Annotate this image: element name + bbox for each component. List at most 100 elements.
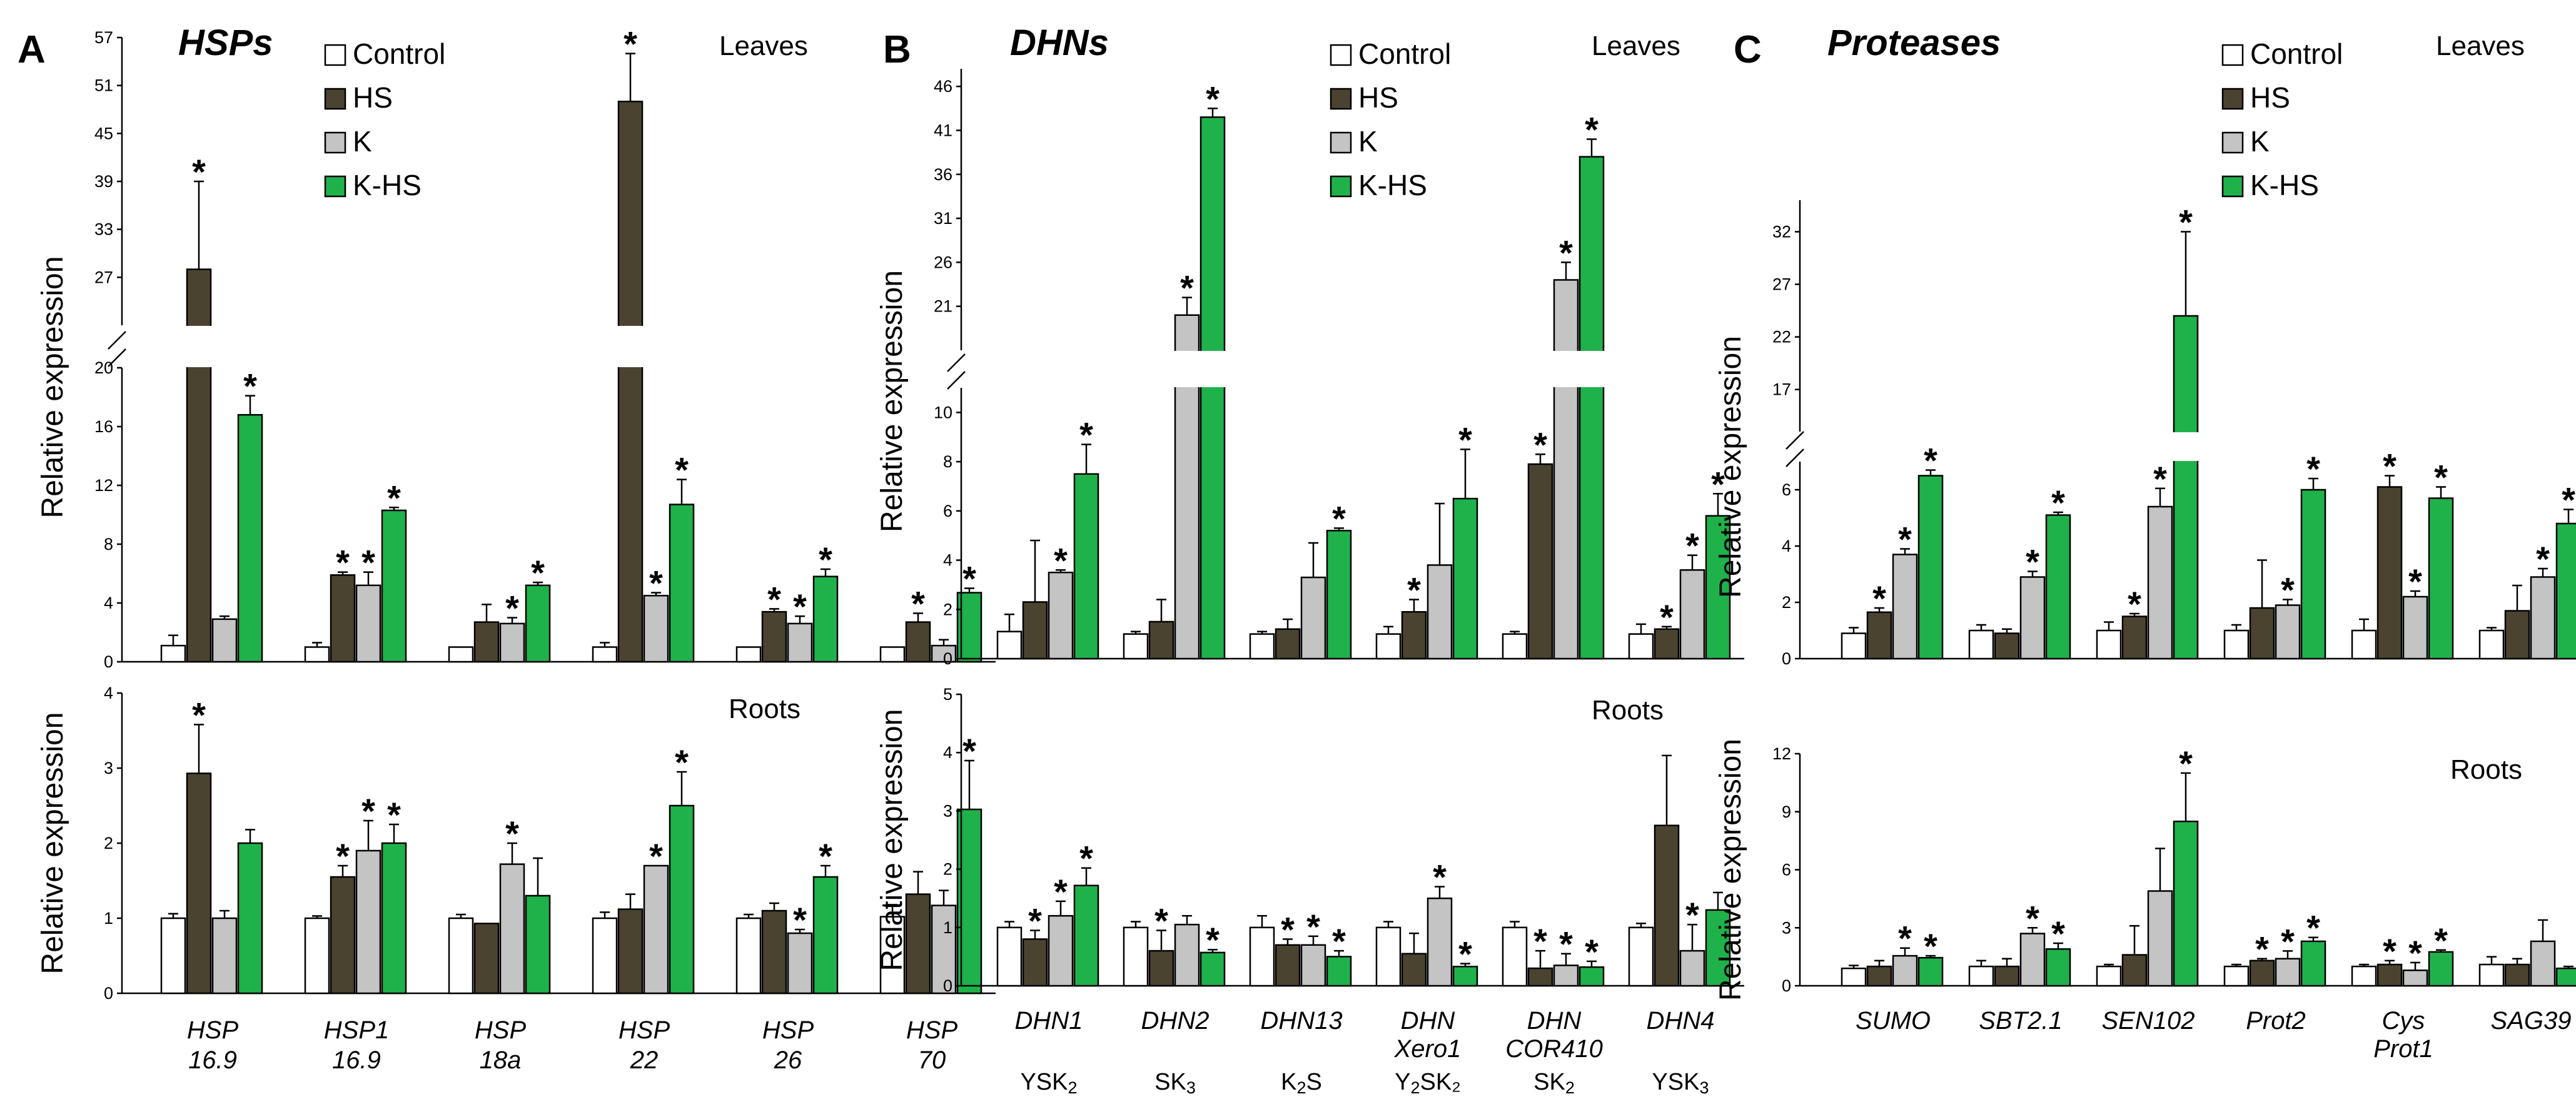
- series-Control: [160, 634, 906, 663]
- bar-break-gap: [1552, 351, 1580, 387]
- axis-break-mark: [108, 348, 126, 367]
- series-Control: [996, 914, 1654, 987]
- bar: [1427, 564, 1453, 660]
- bar: [1375, 633, 1402, 660]
- bar: [1326, 956, 1352, 987]
- tick-label: 8: [104, 535, 113, 554]
- bar: [735, 917, 762, 995]
- bar: [2351, 629, 2377, 660]
- significance-star: *: [1585, 110, 1599, 149]
- significance-star: *: [192, 695, 206, 734]
- tick-label: 4: [1782, 537, 1791, 555]
- bar: [2555, 522, 2576, 660]
- significance-star: *: [2383, 931, 2397, 971]
- bar: [761, 909, 787, 995]
- bar-break-gap: [1578, 351, 1605, 387]
- bar: [1326, 530, 1352, 660]
- bar: [1300, 576, 1326, 660]
- tick-label: 41: [934, 121, 952, 139]
- tissue-label-leaves: Leaves: [719, 31, 808, 61]
- bar-break-gap: [1173, 351, 1201, 387]
- significance-star: *: [819, 540, 832, 579]
- legend-label: K-HS: [1358, 169, 1427, 201]
- significance-star: *: [2383, 447, 2397, 486]
- tick-label: 0: [1782, 976, 1791, 995]
- bar: [1553, 965, 1579, 987]
- bar: [499, 863, 525, 995]
- bar: [2173, 315, 2199, 660]
- roots-axis: 0 3 6 9 12 Relative expression: [1714, 739, 2576, 1001]
- bar: [1300, 944, 1326, 987]
- legend-swatch: [324, 175, 346, 198]
- tick-label: 2: [1782, 593, 1791, 612]
- tissue-label-roots: Roots: [729, 694, 801, 724]
- bar: [2223, 629, 2250, 660]
- panel-letter: B: [883, 28, 911, 71]
- axis-break-mark: [108, 331, 126, 350]
- bar: [1654, 824, 1680, 987]
- bar: [1892, 554, 1918, 660]
- bar: [448, 917, 474, 995]
- bar: [2504, 963, 2530, 987]
- legend-swatch: [324, 88, 346, 110]
- significance-star: *: [1306, 907, 1320, 946]
- legend-label: Control: [2250, 38, 2343, 70]
- significance-star: *: [192, 152, 206, 191]
- bar: [2478, 629, 2505, 660]
- significance-star: *: [1180, 268, 1194, 308]
- significance-star: *: [649, 836, 663, 876]
- series-K-HS: * * * * *: [1073, 839, 1731, 987]
- tick-label: 3: [104, 759, 113, 777]
- bar: [2045, 514, 2071, 660]
- panel-title: HSPs: [178, 23, 273, 63]
- bar: [1123, 633, 1149, 660]
- tick-label: 4: [104, 684, 113, 702]
- bar: [1628, 926, 1654, 987]
- significance-star: *: [505, 814, 519, 853]
- bar: [499, 622, 525, 663]
- bar: [1502, 926, 1528, 987]
- significance-star: *: [1433, 858, 1447, 897]
- significance-star: *: [793, 587, 807, 626]
- tick-label: 6: [943, 502, 952, 520]
- tick-label: 46: [934, 77, 952, 96]
- series-HS: **: [1866, 924, 2530, 987]
- significance-star: *: [962, 731, 976, 771]
- significance-star: *: [1872, 579, 1886, 618]
- bar: [2249, 960, 2275, 987]
- tick-label: 12: [94, 476, 113, 495]
- significance-star: *: [2434, 921, 2448, 960]
- tick-label: 27: [1772, 275, 1791, 294]
- bar: [525, 894, 551, 995]
- panel-A: A HSPs ControlHSKK-HSLeaves048121620273339…: [18, 23, 996, 1074]
- category-label: HSP: [475, 1016, 527, 1044]
- tick-label: 0: [104, 984, 113, 1003]
- category-label: Cys: [2382, 1007, 2425, 1035]
- bar: [1553, 279, 1579, 660]
- bar: [1705, 909, 1731, 987]
- bar: [879, 916, 906, 995]
- significance-star: *: [2179, 202, 2193, 241]
- tick-label: 1: [943, 918, 952, 937]
- bar: [812, 876, 839, 995]
- axis-break-mark: [947, 371, 966, 390]
- bar: [735, 646, 762, 663]
- significance-star: *: [336, 543, 350, 582]
- significance-star: *: [1079, 415, 1093, 455]
- bar: [1654, 628, 1680, 660]
- category-label: DHN: [1527, 1007, 1582, 1035]
- legend-swatch: [1330, 175, 1352, 198]
- bar: [1200, 116, 1226, 660]
- tick-label: 36: [934, 165, 952, 184]
- significance-star: *: [2281, 570, 2295, 610]
- category-label: SAG39: [2491, 1007, 2572, 1035]
- category-label: DHN: [1401, 1007, 1455, 1035]
- tissue-label-leaves: Leaves: [2436, 31, 2525, 61]
- bar: [2121, 615, 2148, 660]
- bar: [237, 413, 263, 663]
- bar: [931, 904, 957, 995]
- category-label: DHN2: [1141, 1007, 1210, 1035]
- category-label: DHN1: [1015, 1007, 1083, 1035]
- bar: [761, 610, 787, 663]
- significance-star: *: [649, 564, 663, 603]
